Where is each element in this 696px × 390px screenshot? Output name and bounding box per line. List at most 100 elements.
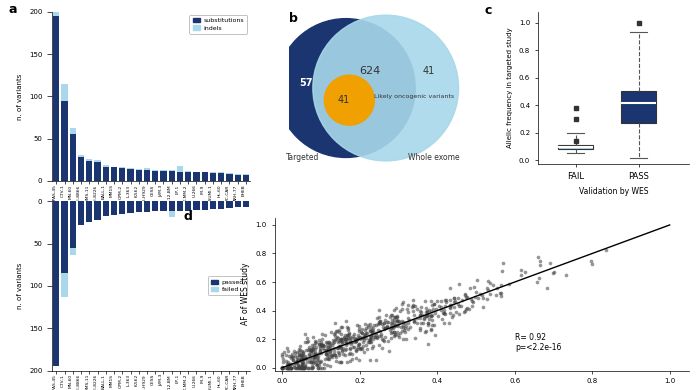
Point: [359, 349, 370, 355]
Bar: [127, 168, 134, 169]
Point: [284, 365, 295, 371]
Point: [327, 337, 338, 343]
Point: [376, 345, 387, 351]
Point: [308, 345, 319, 351]
Point: [371, 322, 382, 328]
Point: [338, 334, 349, 340]
Point: [280, 351, 292, 358]
Point: [308, 364, 319, 370]
Point: [326, 352, 338, 358]
Point: [456, 303, 467, 309]
Point: [445, 302, 457, 308]
Point: [306, 347, 317, 353]
Point: [397, 336, 409, 342]
Circle shape: [276, 19, 416, 158]
Point: [439, 310, 450, 316]
Text: 41: 41: [338, 95, 350, 105]
Point: [461, 306, 472, 312]
Point: [365, 337, 376, 343]
Point: [312, 353, 323, 359]
Point: [298, 356, 309, 362]
Point: [365, 339, 377, 346]
Point: [363, 339, 374, 346]
Bar: [152, 170, 158, 171]
Point: [354, 328, 365, 334]
Point: [438, 320, 450, 326]
Point: [315, 341, 326, 347]
Point: [315, 359, 326, 365]
Point: [322, 348, 333, 355]
Point: [277, 359, 288, 365]
Bar: [53, 201, 59, 366]
Bar: [202, 201, 208, 210]
Point: [444, 285, 455, 291]
Point: [366, 345, 377, 351]
Point: [281, 365, 292, 371]
Point: [560, 272, 571, 278]
Point: [461, 294, 472, 300]
Point: [346, 341, 357, 347]
Point: [495, 290, 506, 296]
Point: [414, 327, 425, 333]
Point: [310, 344, 322, 351]
Point: [407, 297, 418, 303]
Point: [322, 352, 333, 358]
Bar: [243, 201, 249, 207]
Point: [297, 350, 308, 356]
Point: [289, 348, 300, 355]
Point: [294, 356, 306, 363]
Point: [389, 323, 400, 329]
Point: [292, 358, 303, 365]
Point: [308, 352, 319, 358]
Point: [418, 316, 429, 322]
Point: [545, 261, 556, 267]
Point: [307, 356, 318, 362]
Point: [303, 365, 314, 371]
Point: [293, 362, 304, 369]
Bar: [103, 167, 109, 181]
Point: [388, 324, 399, 331]
Point: [418, 320, 429, 326]
Bar: [226, 173, 232, 174]
Point: [305, 347, 316, 354]
Point: [420, 313, 431, 319]
Point: [416, 320, 427, 326]
Point: [397, 300, 408, 307]
Point: [333, 350, 345, 356]
Point: [423, 316, 434, 322]
Point: [335, 331, 347, 337]
Point: [345, 345, 356, 351]
Point: [388, 314, 400, 320]
Point: [379, 338, 390, 344]
Point: [381, 324, 393, 330]
Y-axis label: AF of WES study: AF of WES study: [241, 263, 250, 325]
Point: [373, 342, 384, 348]
Point: [496, 282, 507, 288]
Bar: [160, 171, 166, 181]
Bar: [193, 172, 200, 181]
Point: [286, 361, 297, 367]
Point: [293, 352, 304, 358]
Bar: [243, 174, 249, 175]
Point: [350, 347, 361, 353]
Y-axis label: Allelic frequency in targeted study: Allelic frequency in targeted study: [507, 28, 514, 148]
Point: [468, 284, 480, 290]
Point: [320, 350, 331, 356]
Point: [487, 282, 498, 288]
Point: [421, 312, 432, 319]
Point: [323, 339, 334, 345]
Point: [281, 365, 292, 371]
Point: [459, 292, 470, 298]
Point: [329, 332, 340, 338]
Point: [323, 351, 334, 358]
Point: [397, 323, 408, 330]
Point: [351, 336, 363, 342]
Point: [285, 365, 296, 371]
Point: [541, 285, 553, 291]
Point: [446, 314, 457, 320]
Point: [403, 302, 414, 308]
Point: [386, 320, 397, 326]
Point: [393, 319, 404, 325]
Point: [391, 318, 402, 324]
Point: [296, 363, 308, 369]
